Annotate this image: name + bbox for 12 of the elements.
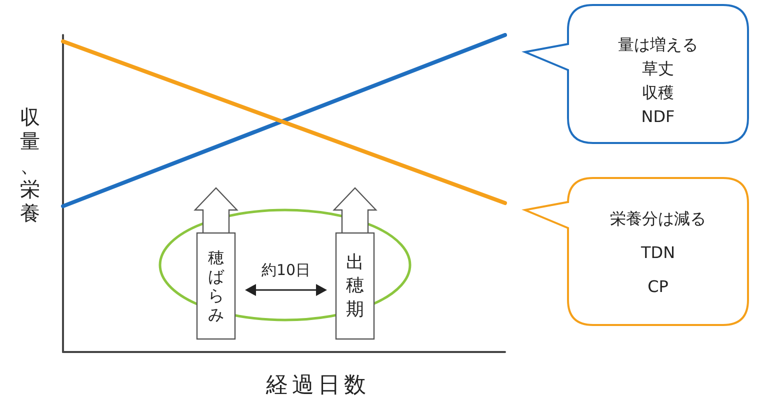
annotation: 量は増える [618,34,698,56]
x-axis-title: 経過日数 [266,372,370,400]
annotation: 栄養分は減る [610,208,706,230]
annotation: 草丈 [642,58,674,80]
annotation: 約10日 [261,261,311,281]
annotation: NDF [641,106,675,128]
annotation: 出穂期 [346,250,364,322]
y-axis-title: 収量、栄養 [20,105,40,225]
annotation: CP [648,276,668,298]
annotation: TDN [640,242,676,264]
annotation: 収穫 [642,82,674,104]
annotation: 穂ばらみ [208,248,224,324]
